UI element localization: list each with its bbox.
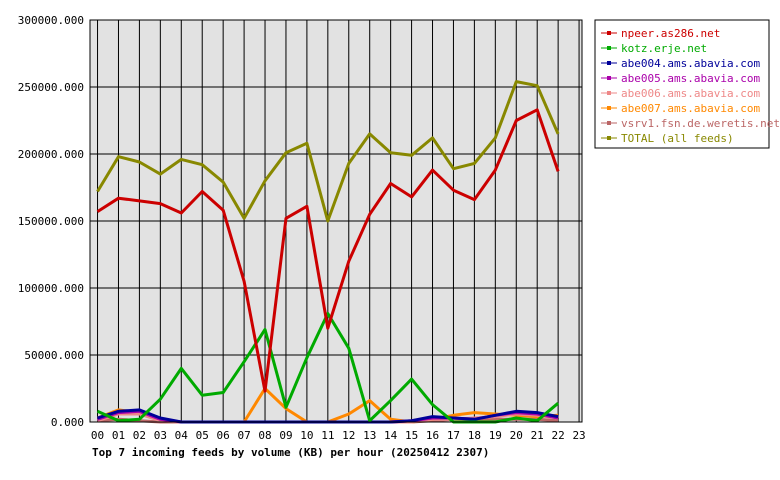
y-axis-labels: 0.000 50000.000 100000.000 150000.000 200000…	[18, 14, 84, 429]
y-tick-label: 150000.000	[18, 215, 84, 228]
legend-marker	[607, 61, 611, 65]
x-tick-label: 08	[258, 429, 271, 442]
legend	[594, 19, 770, 149]
x-tick-label: 07	[237, 429, 250, 442]
x-tick-label: 18	[468, 429, 481, 442]
y-tick-label: 50000.000	[24, 349, 84, 362]
legend-label: kotz.erje.net	[621, 42, 707, 55]
chart-title: Top 7 incoming feeds by volume (KB) per …	[92, 446, 489, 459]
legend-marker	[607, 31, 611, 35]
legend-entry: kotz.erje.net	[601, 42, 707, 55]
x-tick-label: 01	[112, 429, 125, 442]
y-tick-label: 200000.000	[18, 148, 84, 161]
x-tick-label: 17	[447, 429, 460, 442]
legend-label: abe007.ams.abavia.com	[621, 102, 760, 115]
x-tick-label: 05	[196, 429, 209, 442]
x-tick-label: 22	[552, 429, 565, 442]
x-tick-label: 12	[342, 429, 355, 442]
grid	[90, 19, 582, 423]
legend-label: TOTAL (all feeds)	[621, 132, 734, 145]
legend-marker	[607, 136, 611, 140]
legend-entry: abe004.ams.abavia.com	[601, 57, 760, 70]
legend-entry: abe007.ams.abavia.com	[601, 102, 760, 115]
x-tick-label: 02	[133, 429, 146, 442]
legend-entry: npeer.as286.net	[601, 27, 720, 40]
y-tick-label: 0.000	[51, 416, 84, 429]
x-tick-label: 15	[405, 429, 418, 442]
x-tick-label: 14	[384, 429, 398, 442]
legend-entry: abe005.ams.abavia.com	[601, 72, 760, 85]
x-tick-label: 04	[175, 429, 189, 442]
plot-frame	[89, 19, 583, 423]
series-line-7	[96, 80, 560, 223]
legend-marker	[607, 76, 611, 80]
y-tick-label: 250000.000	[18, 81, 84, 94]
legend-marker	[607, 91, 611, 95]
x-tick-label: 11	[321, 429, 334, 442]
x-tick-label: 09	[279, 429, 292, 442]
x-tick-label: 20	[510, 429, 523, 442]
x-tick-label: 06	[217, 429, 230, 442]
legend-entries: npeer.as286.net kotz.erje.net abe004.ams.a…	[601, 27, 780, 145]
x-tick-label: 23	[572, 429, 585, 442]
x-tick-label: 10	[300, 429, 313, 442]
y-tick-label: 300000.000	[18, 14, 84, 27]
x-tick-label: 13	[363, 429, 376, 442]
x-axis-labels: 00 01 02 03 04 05 06 07 08 09 10 11 12 13 14 15 16 17 18 19…	[91, 429, 586, 442]
legend-label: npeer.as286.net	[621, 27, 720, 40]
legend-marker	[607, 121, 611, 125]
legend-label: vsrv1.fsn.de.weretis.net	[621, 117, 780, 130]
y-tick-label: 100000.000	[18, 282, 84, 295]
legend-label: abe005.ams.abavia.com	[621, 72, 760, 85]
legend-entry: TOTAL (all feeds)	[601, 132, 734, 145]
legend-label: abe004.ams.abavia.com	[621, 57, 760, 70]
legend-marker	[607, 106, 611, 110]
legend-entry: vsrv1.fsn.de.weretis.net	[601, 117, 780, 130]
series-line-0	[96, 108, 560, 393]
legend-entry: abe006.ams.abavia.com	[601, 87, 760, 100]
x-tick-label: 00	[91, 429, 104, 442]
x-tick-label: 03	[154, 429, 167, 442]
legend-label: abe006.ams.abavia.com	[621, 87, 760, 100]
x-tick-label: 19	[489, 429, 502, 442]
x-tick-label: 21	[531, 429, 544, 442]
legend-marker	[607, 46, 611, 50]
x-tick-label: 16	[426, 429, 439, 442]
